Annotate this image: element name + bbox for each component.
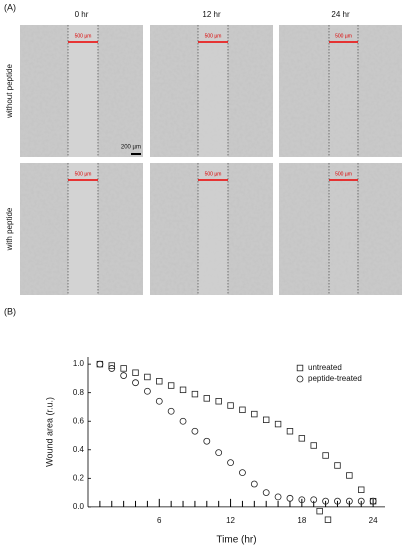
marker-square xyxy=(203,395,210,402)
marker-circle xyxy=(143,387,151,395)
marker-square xyxy=(191,390,199,398)
marker-square xyxy=(286,428,294,435)
marker-square xyxy=(108,362,115,369)
marker-square xyxy=(215,398,222,405)
marker-circle xyxy=(108,365,116,372)
marker-circle xyxy=(132,379,139,387)
marker-circle xyxy=(334,497,341,505)
micrograph-grid: 0 hr 12 hr 24 hr without peptide 500 µm 500 µ… xyxy=(5,10,402,295)
marker-circle xyxy=(96,360,104,368)
marker-circle xyxy=(262,489,270,496)
column-header: 0 hr xyxy=(75,10,89,19)
wound-gap xyxy=(68,25,98,157)
marker-square xyxy=(179,386,187,394)
scale-label: 500 µm xyxy=(75,171,92,177)
row-header: with peptide xyxy=(5,207,14,251)
scale-label: 500 µm xyxy=(205,171,222,177)
marker-circle xyxy=(239,469,246,477)
cell-texture xyxy=(279,163,402,295)
marker-circle xyxy=(203,437,211,445)
marker-square xyxy=(358,486,365,493)
y-tick-label: 0.2 xyxy=(73,473,85,482)
marker-circle xyxy=(345,497,353,505)
wound-gap xyxy=(329,163,358,295)
x-tick-label: 24 xyxy=(369,516,378,525)
marker-square xyxy=(310,442,317,449)
marker-circle xyxy=(215,449,223,457)
marker-square xyxy=(274,420,282,428)
marker-circle xyxy=(298,496,306,504)
chart: 0.0 0.2 0.4 0.6 0.8 1.0 6 12 18 24 Time (hr) Wound … xyxy=(44,357,385,546)
wound-gap xyxy=(329,25,358,157)
marker-square xyxy=(346,472,353,479)
wound-gap xyxy=(68,163,98,295)
y-tick-label: 0.4 xyxy=(73,445,85,454)
marker-circle xyxy=(167,407,175,415)
y-tick-label: 1.0 xyxy=(73,359,85,368)
x-tick-label: 6 xyxy=(157,516,162,525)
marker-square xyxy=(296,364,304,372)
marker-circle xyxy=(191,427,199,435)
legend-label: peptide-treated xyxy=(308,374,362,383)
marker-circle xyxy=(286,494,294,502)
column-header: 12 hr xyxy=(202,10,221,19)
marker-circle xyxy=(369,497,377,505)
marker-circle xyxy=(250,480,258,488)
marker-square xyxy=(251,410,258,418)
marker-square xyxy=(227,402,234,409)
panel-label: (A) xyxy=(4,2,16,12)
wound-gap xyxy=(198,25,228,157)
y-axis-label: Wound area (r.u.) xyxy=(44,397,54,467)
marker-square xyxy=(322,452,329,459)
cell-texture xyxy=(279,25,402,157)
marker-circle xyxy=(120,372,128,379)
marker-square xyxy=(262,416,270,424)
marker-square xyxy=(167,382,175,389)
marker-square xyxy=(132,369,139,376)
marker-square xyxy=(324,516,332,523)
marker-square xyxy=(120,365,127,372)
marker-circle xyxy=(155,397,163,405)
marker-square xyxy=(239,406,246,414)
scale-label: 500 µm xyxy=(335,171,352,177)
marker-square xyxy=(316,507,323,515)
marker-square xyxy=(156,378,163,385)
marker-circle xyxy=(227,459,234,467)
marker-circle xyxy=(322,497,330,505)
row-header: without peptide xyxy=(5,64,14,119)
marker-circle xyxy=(274,493,282,501)
x-axis-label: Time (hr) xyxy=(216,535,256,546)
marker-circle xyxy=(296,375,304,383)
marker-square xyxy=(298,435,306,442)
y-tick-label: 0.6 xyxy=(73,416,85,425)
scale-bar-label: 200 µm xyxy=(121,145,141,151)
marker-circle xyxy=(357,497,365,505)
wound-gap xyxy=(198,163,228,295)
scale-label: 500 µm xyxy=(335,33,352,39)
marker-square xyxy=(144,373,151,381)
scale-label: 500 µm xyxy=(75,33,92,39)
panel-label: (B) xyxy=(4,306,16,316)
marker-circle xyxy=(179,417,187,425)
marker-square xyxy=(334,462,341,469)
y-tick-label: 0.8 xyxy=(73,388,85,397)
x-tick-label: 12 xyxy=(226,516,235,525)
y-tick-label: 0.0 xyxy=(73,502,85,511)
scale-label: 500 µm xyxy=(205,33,222,39)
marker-circle xyxy=(310,496,318,504)
x-tick-label: 18 xyxy=(297,516,306,525)
column-header: 24 hr xyxy=(331,10,350,19)
legend-label: untreated xyxy=(308,363,342,372)
